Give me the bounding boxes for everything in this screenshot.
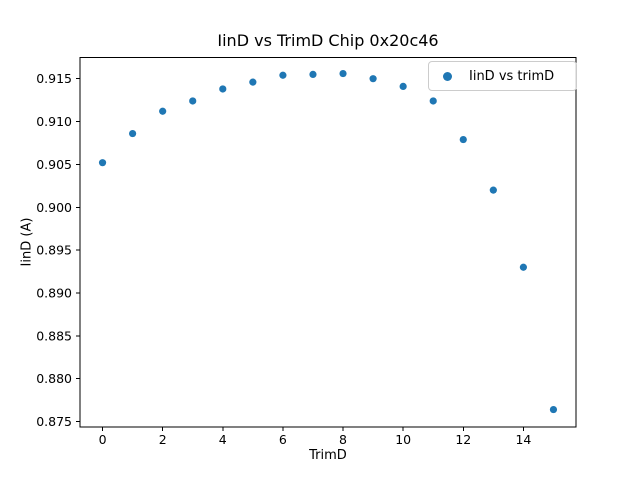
x-axis-label: TrimD <box>309 448 347 463</box>
data-point <box>489 186 497 194</box>
x-tick-label: 6 <box>279 432 287 447</box>
data-point <box>159 107 167 115</box>
x-tick-label: 2 <box>159 432 167 447</box>
y-tick-label: 0.900 <box>36 200 72 215</box>
data-point <box>129 129 137 138</box>
data-point <box>429 97 437 105</box>
data-point <box>98 159 107 167</box>
y-tick-label: 0.880 <box>36 371 72 386</box>
y-tick-label: 0.885 <box>36 328 72 343</box>
data-point <box>399 82 407 90</box>
data-point <box>459 135 467 144</box>
data-point <box>339 69 347 78</box>
y-tick-label: 0.895 <box>36 243 72 258</box>
y-tick-label: 0.890 <box>36 285 72 300</box>
data-point <box>189 97 197 105</box>
y-tick-label: 0.915 <box>36 71 72 86</box>
data-point <box>519 263 527 271</box>
x-tick-label: 10 <box>395 432 411 447</box>
x-tick-label: 8 <box>339 432 347 447</box>
legend-label: IinD vs trimD <box>469 68 555 84</box>
data-point <box>249 78 257 86</box>
data-point <box>279 71 287 79</box>
x-tick-label: 4 <box>219 432 227 447</box>
y-axis-label: IinD (A) <box>19 217 35 267</box>
legend: IinD vs trimD <box>428 61 577 91</box>
x-tick-label: 0 <box>99 432 107 447</box>
data-point <box>309 70 317 78</box>
y-tick-label: 0.910 <box>36 114 72 129</box>
chart-title: IinD vs TrimD Chip 0x20c46 <box>217 31 439 50</box>
data-point <box>549 405 558 414</box>
y-tick-label: 0.875 <box>36 414 72 429</box>
data-point <box>369 75 377 83</box>
axes-frame <box>79 57 577 428</box>
data-point <box>219 85 227 93</box>
x-tick-label: 14 <box>515 432 531 447</box>
y-tick-label: 0.905 <box>36 157 72 172</box>
legend-marker-icon <box>443 71 452 81</box>
x-tick-label: 12 <box>455 432 471 447</box>
